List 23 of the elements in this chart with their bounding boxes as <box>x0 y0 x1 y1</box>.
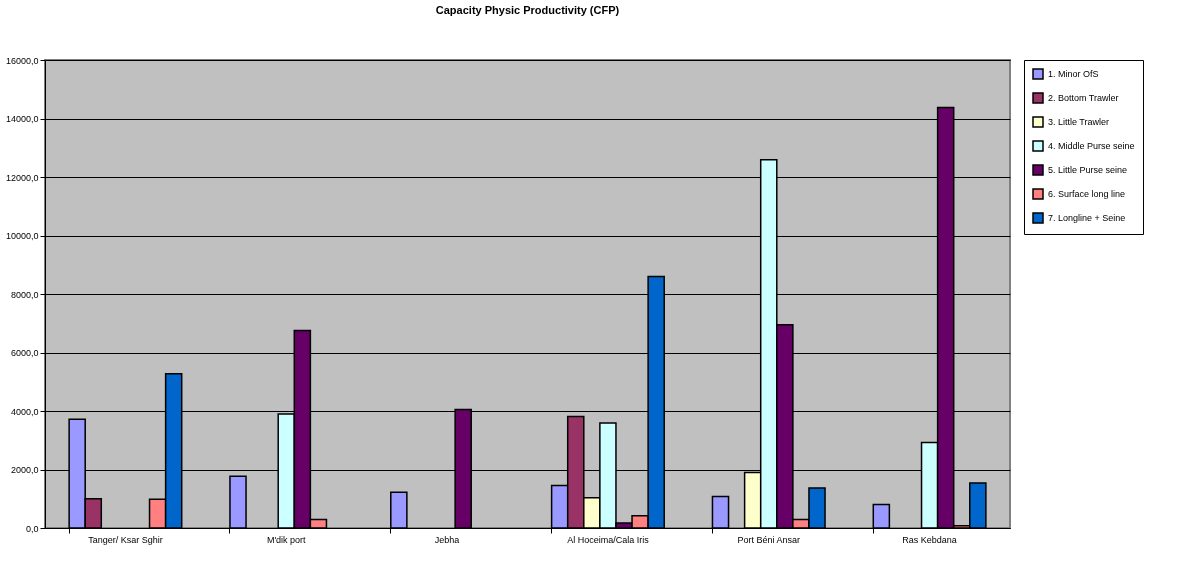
legend-label: 2. Bottom Trawler <box>1048 93 1119 103</box>
x-tick-label: M'dik port <box>266 534 307 545</box>
x-tick-label: Ras Kebdana <box>902 534 957 545</box>
x-tick-label: Tanger/ Ksar Sghir <box>88 534 163 545</box>
legend-label: 5. Little Purse seine <box>1048 165 1128 175</box>
y-tick-label: 16000,0 <box>5 55 39 66</box>
x-tick-label: Port Béni Ansar <box>737 534 801 545</box>
y-tick-label: 0,0 <box>25 523 39 534</box>
y-tick-label: 8000,0 <box>10 289 39 300</box>
legend-label: 4. Middle Purse seine <box>1048 141 1135 151</box>
y-tick-label: 14000,0 <box>5 114 39 124</box>
chart-title: Capacity Physic Productivity (CFP) <box>435 4 620 16</box>
legend-label: 6. Surface long line <box>1048 189 1126 199</box>
x-tick-label: Jebha <box>434 534 460 545</box>
y-tick-label: 6000,0 <box>10 348 39 358</box>
x-tick-label: Al Hoceima/Cala Iris <box>567 534 650 545</box>
y-tick-label: 4000,0 <box>10 406 39 417</box>
y-tick-label: 12000,0 <box>5 172 39 183</box>
legend-label: 1. Minor OfS <box>1048 69 1099 79</box>
y-tick-label: 2000,0 <box>10 465 39 475</box>
legend-label: 7. Longline + Seine <box>1048 213 1126 223</box>
legend-label: 3. Little Trawler <box>1048 117 1110 127</box>
y-tick-label: 10000,0 <box>5 231 39 241</box>
